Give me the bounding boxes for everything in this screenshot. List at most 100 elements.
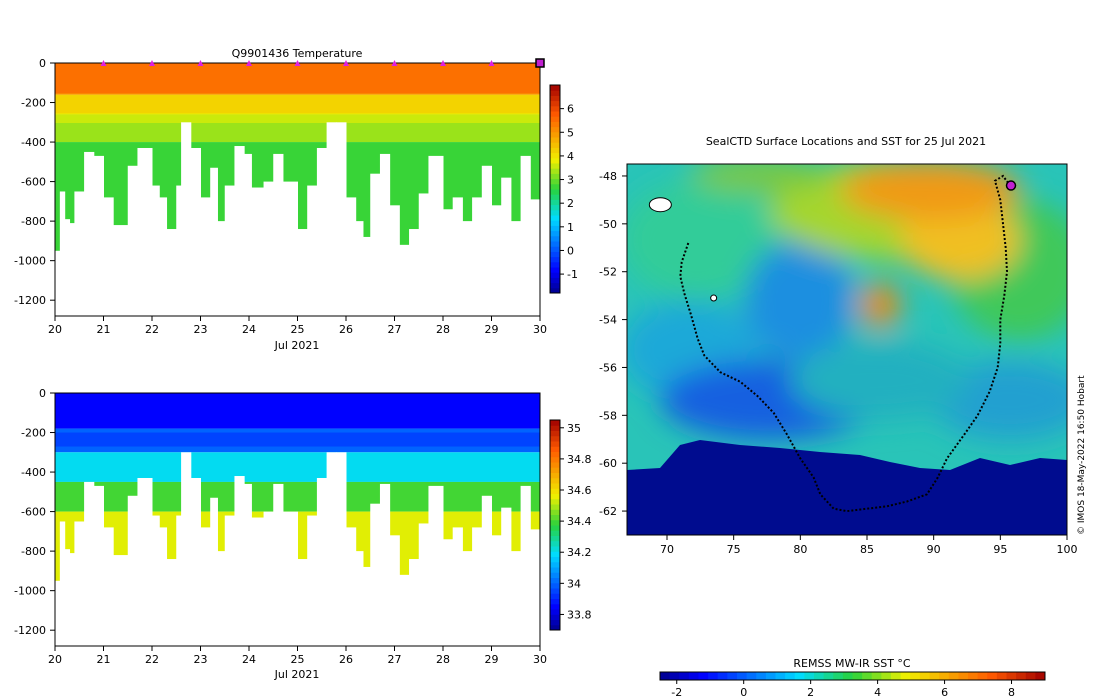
y-tick-label: -1000 — [14, 585, 46, 598]
depth-mask-column — [510, 551, 522, 646]
lat-tick-label: -54 — [599, 314, 617, 327]
depth-mask-column — [217, 551, 226, 646]
temperature-title: Q9901436 Temperature — [232, 47, 363, 60]
y-tick-label: -200 — [21, 427, 46, 440]
surface-marker — [246, 60, 252, 66]
x-tick-label: 29 — [485, 653, 499, 666]
surface-marker — [440, 60, 446, 66]
colorbar-segment — [550, 467, 560, 473]
depth-mask-column — [181, 122, 192, 316]
colorbar-segment — [550, 235, 560, 242]
depth-mask-column — [399, 574, 410, 646]
map-frame — [626, 163, 1068, 536]
colorbar-segment — [550, 619, 560, 626]
x-tick-label: 26 — [339, 323, 353, 336]
depth-mask-column — [418, 193, 429, 316]
sst-colorbar-label: REMSS MW-IR SST °C — [793, 657, 911, 670]
lat-tick-label: -60 — [599, 457, 617, 470]
colorbar-segment — [550, 425, 560, 431]
colorbar-segment — [550, 572, 560, 578]
colorbar-segment — [987, 672, 998, 680]
salinity-halocline-band — [55, 432, 540, 447]
colorbar-segment — [708, 672, 719, 680]
colorbar-segment — [1025, 672, 1036, 680]
colorbar-segment — [550, 282, 560, 289]
depth-mask-column — [234, 476, 245, 646]
colorbar-tick-label: 2 — [567, 197, 574, 210]
colorbar-segment — [550, 204, 560, 211]
colorbar-segment — [550, 194, 560, 200]
depth-mask-column — [127, 495, 138, 646]
y-tick-label: -800 — [21, 545, 46, 558]
colorbar-segment — [550, 514, 560, 521]
depth-mask-column — [389, 535, 400, 646]
colorbar-tick-label: 4 — [874, 686, 881, 699]
x-tick-label: 20 — [48, 323, 62, 336]
colorbar-segment — [550, 509, 560, 515]
depth-mask-column — [234, 146, 245, 316]
salinity-layer — [55, 452, 540, 482]
depth-mask-column — [540, 199, 545, 320]
colorbar-segment — [550, 209, 560, 216]
depth-mask-column — [443, 539, 454, 646]
depth-mask-column — [326, 452, 337, 646]
x-tick-label: 27 — [388, 653, 402, 666]
colorbar-segment — [871, 672, 882, 680]
x-tick-label: 23 — [194, 653, 208, 666]
depth-mask-column — [307, 515, 318, 646]
colorbar-segment — [756, 672, 767, 680]
temperature-colorbar: -1 0 1 2 3 4 5 6 — [549, 84, 578, 294]
colorbar-tick-label: 34.4 — [567, 515, 592, 528]
y-tick-label: -600 — [21, 176, 46, 189]
colorbar-segment — [550, 267, 560, 273]
surface-marker — [294, 60, 301, 66]
depth-mask-column — [540, 529, 545, 650]
colorbar-segment — [550, 525, 560, 531]
colorbar-segment — [550, 498, 560, 505]
colorbar-segment — [794, 672, 805, 680]
colorbar-segment — [550, 441, 560, 447]
depth-mask-column — [200, 527, 211, 646]
colorbar-segment — [550, 551, 560, 557]
depth-mask-column — [181, 452, 192, 646]
colorbar-frame — [659, 671, 1046, 681]
colorbar-segment — [550, 519, 560, 526]
colorbar-segment — [550, 451, 560, 458]
x-tick-label: 22 — [145, 653, 159, 666]
lat-tick-label: -62 — [599, 505, 617, 518]
depth-mask-column — [316, 477, 328, 646]
colorbar-segment — [833, 672, 844, 680]
depth-mask-column — [244, 153, 252, 316]
colorbar-segment — [550, 287, 560, 294]
x-tick-label: 28 — [436, 323, 450, 336]
colorbar-segment — [550, 272, 560, 278]
colorbar-segment — [550, 126, 560, 133]
depth-mask-column — [355, 551, 364, 646]
x-tick-label: 30 — [533, 653, 547, 666]
colorbar-segment — [842, 672, 853, 680]
colorbar-segment — [550, 472, 560, 479]
depth-mask-column — [346, 197, 357, 316]
colorbar-segment — [550, 225, 560, 232]
depth-mask-column — [190, 147, 201, 316]
current-position-marker — [1005, 180, 1017, 191]
colorbar-segment — [550, 609, 560, 615]
depth-mask-column — [520, 485, 531, 646]
colorbar-segment — [688, 672, 699, 680]
credit-text: © IMOS 18-May-2022 16:50 Hobart — [1077, 375, 1087, 535]
temperature-y-axis: 0 -200 -400 -600 -800 -1000 -1200 — [14, 57, 55, 307]
depth-mask-column — [74, 191, 85, 316]
depth-mask-column — [472, 197, 483, 316]
colorbar-segment — [550, 147, 560, 154]
colorbar-segment — [550, 95, 560, 102]
island — [648, 197, 672, 213]
depth-mask-column — [481, 495, 492, 646]
map-latitude-axis: -48 -50 -52 -54 -56 -58 -60 -62 — [599, 170, 627, 518]
colorbar-segment — [550, 251, 560, 258]
depth-mask-column — [251, 187, 265, 316]
salinity-colorbar: 33.8 34 34.2 34.4 34.6 34.8 35 — [549, 419, 592, 631]
depth-mask-column — [472, 527, 483, 646]
colorbar-segment — [550, 588, 560, 594]
depth-mask-column — [355, 221, 364, 316]
x-tick-label: 27 — [388, 323, 402, 336]
